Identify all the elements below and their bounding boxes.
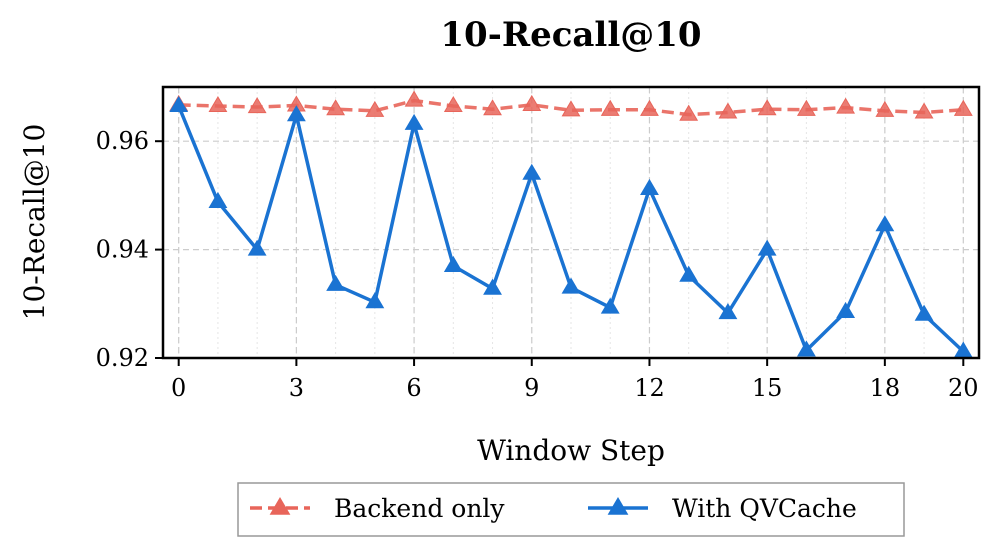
- data-point: [640, 178, 659, 195]
- data-point: [796, 99, 816, 116]
- grid: [163, 87, 979, 359]
- series-backend-only: [169, 90, 973, 121]
- data-point: [404, 113, 424, 130]
- x-tick-label: 20: [948, 374, 979, 402]
- data-point: [326, 274, 346, 291]
- data-point: [247, 97, 267, 114]
- data-point: [640, 99, 659, 116]
- data-point: [757, 239, 777, 256]
- data-point: [522, 163, 542, 180]
- legend-swatch-marker: [269, 497, 291, 515]
- data-point: [836, 97, 856, 114]
- data-point: [208, 95, 228, 113]
- data-point: [718, 102, 738, 119]
- data-point: [600, 99, 620, 116]
- data-point: [914, 304, 934, 321]
- x-tick-label: 18: [870, 374, 901, 402]
- x-tick-label: 6: [406, 374, 421, 402]
- data-point: [679, 104, 699, 121]
- data-point: [718, 303, 738, 320]
- chart-title: 10-Recall@10: [440, 15, 701, 55]
- legend-label: Backend only: [334, 494, 505, 523]
- data-point: [326, 99, 346, 116]
- legend-label: With QVCache: [672, 494, 857, 523]
- series-layer: [169, 90, 973, 358]
- data-point: [914, 102, 934, 119]
- data-point: [404, 90, 424, 107]
- data-point: [757, 99, 777, 116]
- legend-frame: [237, 482, 905, 537]
- x-tick-label: 12: [634, 374, 665, 402]
- data-point: [561, 100, 581, 117]
- data-point: [679, 265, 699, 282]
- x-tick-label: 15: [752, 374, 783, 402]
- plot-frame: [161, 85, 981, 360]
- data-point: [365, 292, 385, 309]
- x-tick-label: 9: [524, 374, 539, 402]
- data-point: [600, 297, 620, 314]
- legend: Backend only With QVCache: [237, 482, 905, 537]
- legend-item: Backend only: [250, 494, 505, 523]
- legend-item: With QVCache: [588, 494, 857, 523]
- data-point: [836, 301, 856, 319]
- data-point: [443, 95, 463, 113]
- data-point: [483, 278, 502, 295]
- data-point: [483, 99, 502, 116]
- data-point: [953, 99, 973, 116]
- data-point: [169, 95, 189, 113]
- y-tick-label: 0.92: [96, 344, 149, 372]
- data-point: [561, 277, 581, 294]
- data-point: [875, 215, 895, 232]
- axis-ticks: 0 3 6 9 12 15 18 20 0.92 0.94 0.96: [96, 127, 979, 402]
- x-tick-label: 0: [171, 374, 186, 402]
- series-line: [178, 98, 964, 117]
- y-tick-label: 0.94: [96, 236, 149, 264]
- data-point: [443, 255, 463, 272]
- y-tick-label: 0.96: [96, 127, 149, 155]
- data-point: [522, 94, 542, 111]
- data-point: [796, 340, 816, 357]
- data-point: [286, 105, 306, 122]
- data-point: [875, 100, 895, 117]
- x-tick-label: 3: [289, 374, 304, 402]
- data-point: [208, 191, 228, 208]
- y-axis-label: 10-Recall@10: [18, 124, 51, 321]
- legend-swatch-marker: [607, 497, 629, 515]
- data-point: [247, 239, 267, 256]
- series-with-qvcache: [169, 95, 973, 358]
- x-axis-label: Window Step: [477, 434, 665, 467]
- data-point: [365, 100, 385, 117]
